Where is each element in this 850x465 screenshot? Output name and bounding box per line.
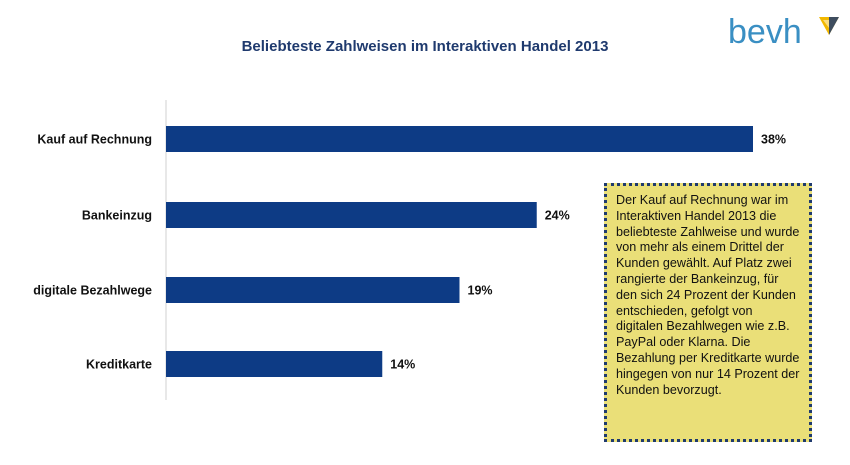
value-label-2: 19% [468, 284, 493, 298]
bevh-logo: bevh [728, 12, 843, 52]
value-label-1: 24% [545, 209, 570, 223]
category-label-1: Bankeinzug [82, 209, 152, 223]
value-label-0: 38% [761, 133, 786, 147]
category-label-2: digitale Bezahlwege [33, 284, 152, 298]
value-label-3: 14% [390, 358, 415, 372]
category-label-3: Kreditkarte [86, 358, 152, 372]
logo-text: bevh [728, 13, 802, 51]
bar-0 [166, 126, 753, 152]
bar-2 [166, 277, 460, 303]
bar-3 [166, 351, 383, 377]
chart-title: Beliebteste Zahlweisen im Interaktiven H… [241, 38, 609, 55]
bar-1 [166, 202, 537, 228]
logo-mark-icon [819, 17, 839, 35]
category-label-0: Kauf auf Rechnung [37, 133, 152, 147]
info-note-text: Der Kauf auf Rechnung war im Interaktive… [616, 193, 800, 397]
info-note-box: Der Kauf auf Rechnung war im Interaktive… [604, 183, 812, 442]
